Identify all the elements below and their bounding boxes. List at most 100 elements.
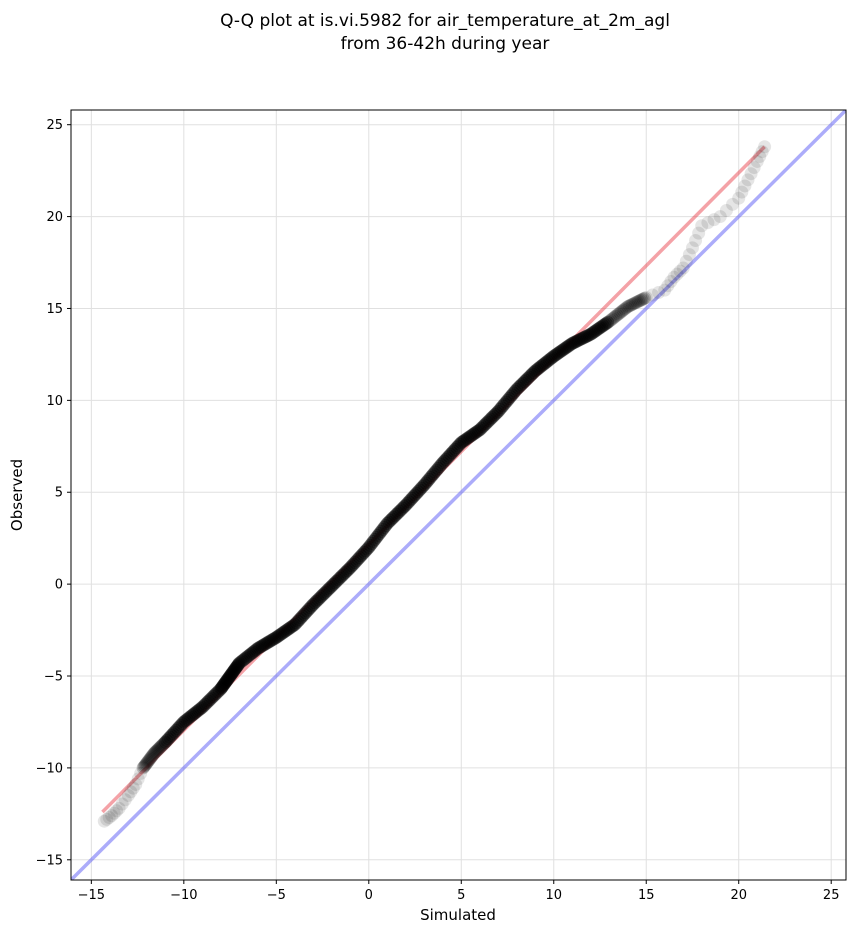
quantile-point-323 xyxy=(578,330,592,344)
axis-ticks: −15 −10 −5 0 5 10 15 20 25 −15 −10 −5 0 5 10 15 20 25 xyxy=(36,118,840,903)
quantile-point-377 xyxy=(692,226,706,240)
quantile-point-307 xyxy=(553,345,567,359)
x-tick-label-2: −5 xyxy=(267,888,286,903)
quantile-point-120 xyxy=(265,633,279,647)
quantile-point-109 xyxy=(248,644,262,658)
quantile-point-330 xyxy=(588,324,602,338)
quantile-point-133 xyxy=(285,620,299,634)
quantile-point-60 xyxy=(191,704,205,718)
quantile-point-113 xyxy=(254,640,268,654)
quantile-point-340 xyxy=(604,313,618,327)
quantile-point-188 xyxy=(369,530,383,544)
quantile-point-278 xyxy=(508,384,522,398)
quantile-point-106 xyxy=(243,648,257,662)
quantile-point-259 xyxy=(479,417,493,431)
quantile-point-57 xyxy=(186,708,200,722)
quantile-point-212 xyxy=(406,490,420,504)
quantile-point-27 xyxy=(147,746,161,760)
quantile-point-86 xyxy=(222,670,236,684)
quantile-point-187 xyxy=(368,532,382,546)
y-tick-label-5: 10 xyxy=(46,394,63,409)
quantile-point-28 xyxy=(148,745,162,759)
quantile-point-139 xyxy=(294,611,308,625)
quantile-point-100 xyxy=(234,655,248,669)
quantile-point-264 xyxy=(487,409,501,423)
quantile-point-281 xyxy=(513,379,527,393)
quantile-point-83 xyxy=(220,673,234,687)
quantile-point-336 xyxy=(598,318,612,332)
quantile-point-67 xyxy=(201,694,215,708)
quantile-point-242 xyxy=(453,437,467,451)
quantile-point-257 xyxy=(476,420,490,434)
quantile-point-385 xyxy=(735,185,749,199)
quantile-point-64 xyxy=(197,699,211,713)
quantile-point-379 xyxy=(701,216,715,230)
quantile-point-331 xyxy=(590,323,604,337)
quantile-point-159 xyxy=(325,579,339,593)
quantile-point-114 xyxy=(255,639,269,653)
quantile-point-29 xyxy=(149,744,163,758)
quantile-point-303 xyxy=(547,349,561,363)
quantile-point-316 xyxy=(567,336,581,350)
quantile-point-233 xyxy=(439,452,453,466)
quantile-point-96 xyxy=(230,659,244,673)
quantile-point-169 xyxy=(340,564,354,578)
quantile-point-364 xyxy=(645,288,659,302)
plot-frame xyxy=(70,109,847,881)
quantile-point-130 xyxy=(280,623,294,637)
quantile-point-154 xyxy=(317,587,331,601)
quantile-point-326 xyxy=(582,328,596,342)
quantile-point-273 xyxy=(501,393,515,407)
quantile-point-196 xyxy=(382,515,396,529)
quantile-point-45 xyxy=(168,725,182,739)
quantile-point-361 xyxy=(636,292,650,306)
quantile-point-266 xyxy=(490,406,504,420)
quantile-point-81 xyxy=(218,675,232,689)
quantile-point-226 xyxy=(428,465,442,479)
quantile-point-33 xyxy=(153,741,167,755)
quantile-point-275 xyxy=(504,390,518,404)
quantile-point-215 xyxy=(411,485,425,499)
quantile-point-129 xyxy=(279,624,293,638)
quantile-point-140 xyxy=(296,609,310,623)
quantile-point-332 xyxy=(591,322,605,336)
quantile-point-291 xyxy=(528,364,542,378)
quantile-point-126 xyxy=(274,627,288,641)
quantile-point-282 xyxy=(514,378,528,392)
quantile-point-193 xyxy=(377,520,391,534)
quantile-point-95 xyxy=(229,660,243,674)
quantile-point-23 xyxy=(144,751,158,765)
quantile-point-97 xyxy=(231,658,245,672)
quantile-point-184 xyxy=(363,538,377,552)
quantile-point-143 xyxy=(300,604,314,618)
quantile-point-357 xyxy=(630,295,644,309)
quantile-point-283 xyxy=(516,376,530,390)
quantile-point-302 xyxy=(545,350,559,364)
quantile-point-200 xyxy=(388,509,402,523)
quantile-point-180 xyxy=(357,545,371,559)
quantile-point-335 xyxy=(596,319,610,333)
quantile-point-241 xyxy=(451,439,465,453)
quantile-point-312 xyxy=(561,340,575,354)
quantile-point-61 xyxy=(192,703,206,717)
quantile-point-107 xyxy=(245,646,259,660)
quantile-point-156 xyxy=(320,584,334,598)
quantile-point-34 xyxy=(154,740,168,754)
quantile-point-69 xyxy=(205,691,219,705)
quantile-point-76 xyxy=(215,681,229,695)
quantile-point-167 xyxy=(337,567,351,581)
quantile-point-270 xyxy=(496,399,510,413)
quantile-point-21 xyxy=(142,754,156,768)
quantile-point-90 xyxy=(225,666,239,680)
quantile-point-261 xyxy=(482,414,496,428)
quantile-point-286 xyxy=(521,372,535,386)
quantile-point-228 xyxy=(431,461,445,475)
quantile-point-230 xyxy=(434,458,448,472)
quantile-point-271 xyxy=(497,397,511,411)
quantile-point-132 xyxy=(283,621,297,635)
y-axis-label: Observed xyxy=(8,459,26,531)
quantile-point-87 xyxy=(223,669,237,683)
quantile-point-366 xyxy=(658,283,672,297)
quantile-point-384 xyxy=(732,191,746,205)
quantile-point-255 xyxy=(473,423,487,437)
